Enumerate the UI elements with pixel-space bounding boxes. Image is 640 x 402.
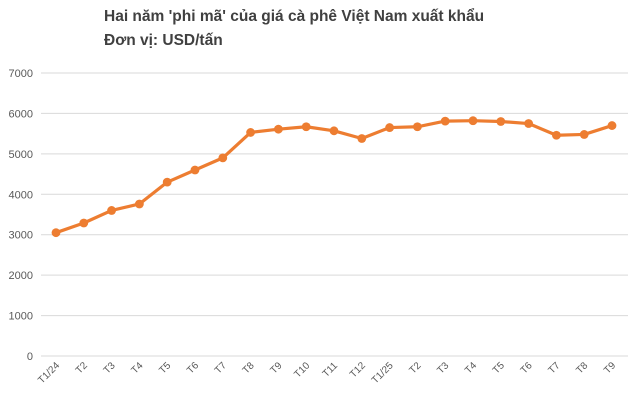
series-line: [54, 119, 614, 235]
y-axis-label: 5000: [9, 149, 33, 161]
data-point: [413, 122, 422, 132]
data-point: [607, 121, 617, 130]
y-axis-label: 7000: [9, 68, 33, 80]
data-point: [357, 134, 367, 143]
x-axis-label: T5: [157, 360, 173, 376]
x-axis-label: T1/25: [370, 360, 396, 386]
x-axis-label: T9: [268, 360, 284, 376]
chart-header: Hai năm 'phi mã' của giá cà phê Việt Nam…: [104, 5, 484, 53]
data-point: [579, 130, 589, 139]
data-point: [301, 122, 311, 132]
y-axis-label: 4000: [9, 189, 33, 201]
y-axis-label: 6000: [9, 108, 33, 120]
x-axis-label: T8: [574, 360, 590, 376]
data-point: [190, 165, 200, 175]
x-axis-label: T3: [435, 360, 451, 376]
y-axis-label: 2000: [9, 270, 33, 282]
x-axis-label: T5: [491, 360, 507, 376]
data-point: [496, 117, 506, 126]
data-point: [246, 128, 256, 137]
x-axis-label: T7: [546, 360, 562, 376]
data-point: [274, 124, 283, 134]
x-axis-label: T2: [407, 360, 423, 376]
chart-subtitle: Đơn vị: USD/tấn: [104, 32, 223, 49]
data-point: [51, 228, 61, 238]
x-axis-label: T11: [321, 360, 341, 380]
data-point: [385, 123, 394, 132]
x-axis-label: T8: [241, 360, 257, 376]
data-point: [468, 116, 478, 126]
data-point: [218, 153, 228, 163]
y-axis-label: 1000: [9, 311, 33, 323]
x-axis-label: T6: [519, 360, 535, 376]
data-point: [107, 206, 116, 215]
x-axis-label: T6: [185, 360, 201, 376]
data-point: [329, 126, 339, 136]
x-axis-label: T2: [74, 360, 90, 376]
data-point: [440, 116, 450, 126]
data-point: [552, 130, 561, 140]
x-axis-label: T9: [602, 360, 618, 376]
x-axis-label: T4: [129, 360, 145, 376]
x-axis-label: T10: [292, 360, 312, 380]
y-axis-label: 0: [27, 351, 33, 363]
data-point: [135, 199, 144, 209]
x-axis-label: T4: [463, 360, 479, 376]
data-point: [162, 177, 172, 187]
x-axis-label: T1/24: [36, 360, 62, 386]
x-axis-label: T7: [213, 360, 229, 376]
data-point: [524, 119, 533, 128]
y-axis-label: 3000: [9, 230, 33, 242]
x-axis-label: T3: [102, 360, 118, 376]
chart-title: Hai năm 'phi mã' của giá cà phê Việt Nam…: [104, 8, 485, 25]
x-axis-label: T12: [348, 360, 368, 380]
data-point: [79, 218, 89, 228]
